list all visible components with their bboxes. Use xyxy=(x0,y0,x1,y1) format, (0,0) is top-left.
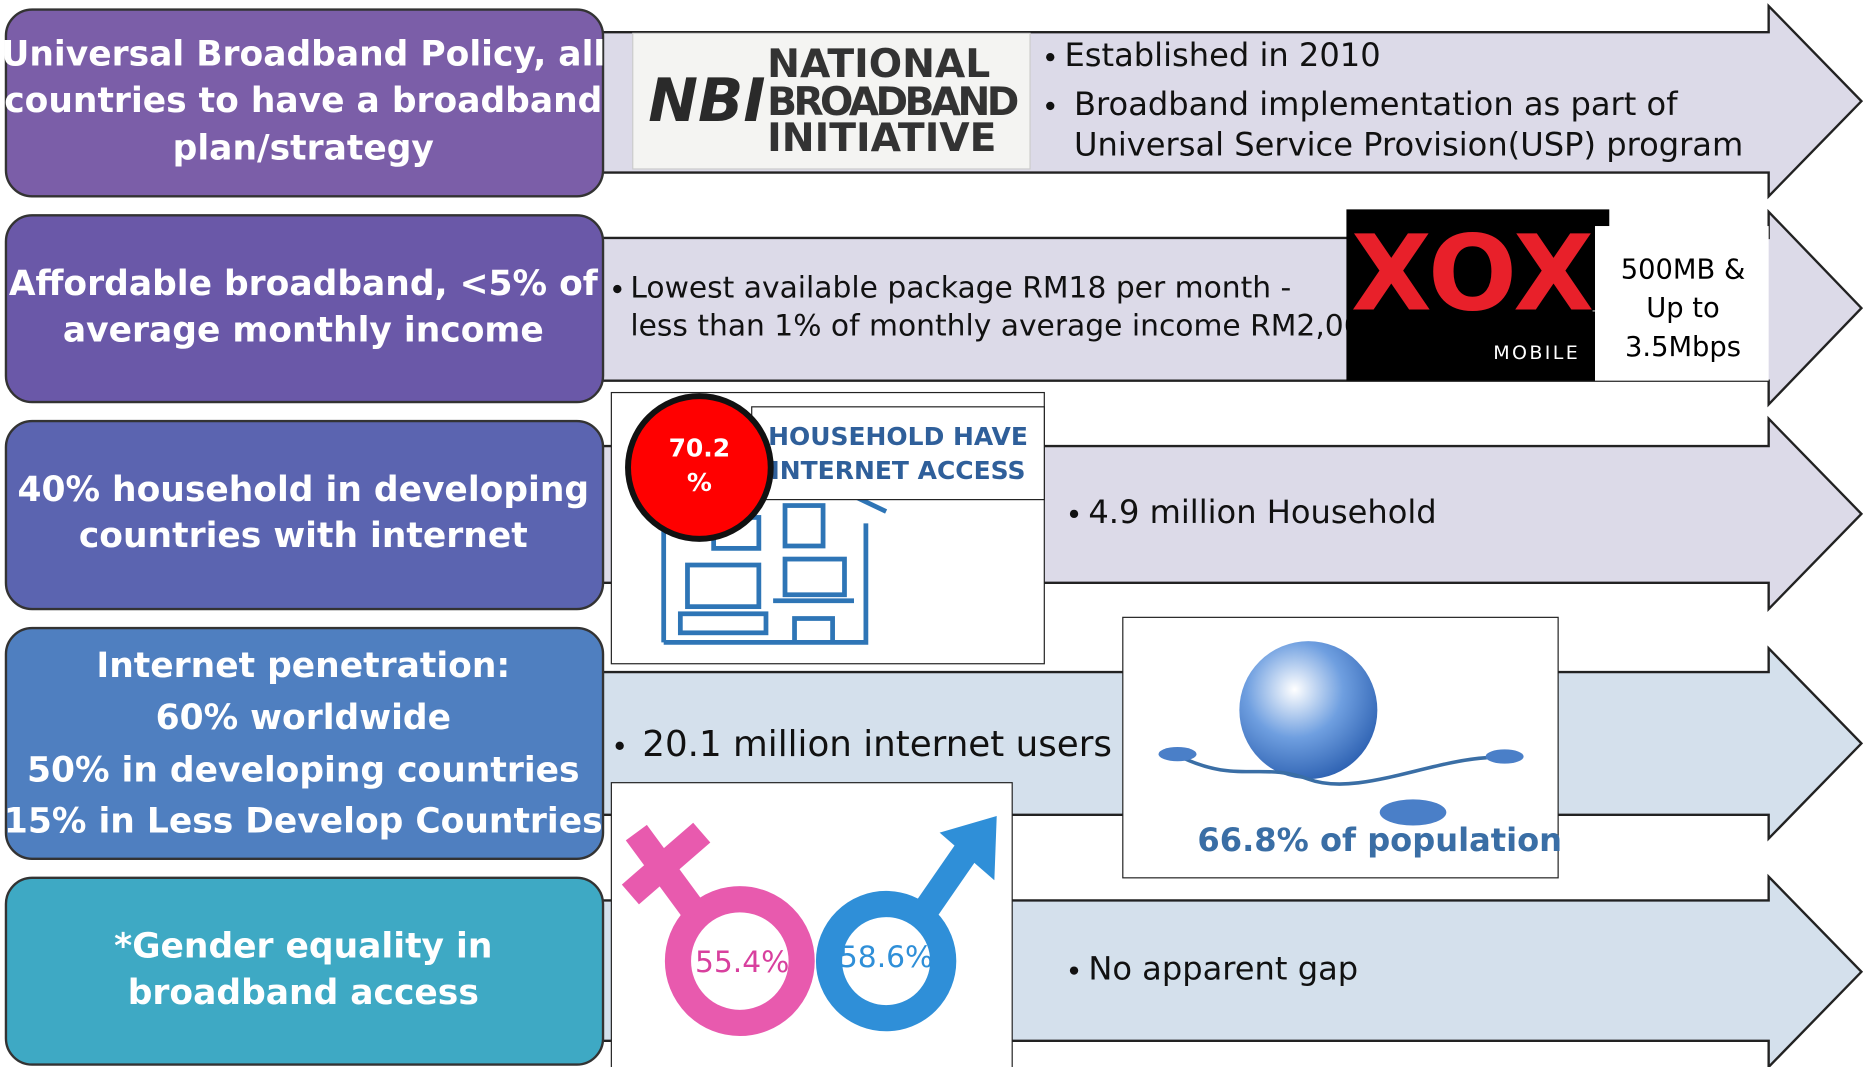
row-label: broadband access xyxy=(128,973,479,1013)
nbi-mark: NBI xyxy=(648,67,765,136)
badge-text: % xyxy=(687,468,712,497)
row-label: Internet penetration: xyxy=(96,646,510,686)
bullet-text: 4.9 million Household xyxy=(1088,493,1436,531)
xox-plan: 3.5Mbps xyxy=(1625,332,1741,363)
nbi-text: BROADBAND xyxy=(767,80,1019,125)
bullet-text: less than 1% of monthly average income R… xyxy=(630,309,1393,344)
bullet-text: Broadband implementation as part of xyxy=(1074,85,1678,123)
bullet-text: Established in 2010 xyxy=(1065,36,1381,74)
row-label: 60% worldwide xyxy=(156,698,451,738)
bullet-text: Universal Service Provision(USP) program xyxy=(1074,125,1743,163)
row-label: 15% in Less Develop Countries xyxy=(4,802,603,842)
household-caption: HOUSEHOLD HAVE xyxy=(768,422,1028,451)
bullet-dot xyxy=(1046,52,1055,62)
row-label-box xyxy=(4,8,605,198)
row-label: countries with internet xyxy=(79,516,528,556)
bullet-dot xyxy=(613,284,622,294)
bullet-dot xyxy=(1069,509,1079,519)
row-label-box xyxy=(4,419,605,611)
xox-plan: 500MB & xyxy=(1621,255,1746,286)
male-value: 58.6% xyxy=(839,940,933,975)
xox-plan: Up to xyxy=(1646,293,1720,324)
row-label: Universal Broadband Policy, all xyxy=(1,34,605,74)
bullet-text: Lowest available package RM18 per month … xyxy=(630,271,1291,306)
row-label-box xyxy=(4,214,605,404)
gender-box xyxy=(610,782,1013,1067)
bullet-text: No apparent gap xyxy=(1088,950,1358,988)
row-label: plan/strategy xyxy=(173,128,434,168)
bullet-dot xyxy=(615,741,624,750)
mouse xyxy=(1158,746,1197,762)
xox-sub: MOBILE xyxy=(1493,342,1580,364)
bullet-dot xyxy=(1069,966,1079,975)
row-label: 40% household in developing xyxy=(18,470,590,510)
xox-logo xyxy=(1346,209,1610,381)
xox-mark: XOX xyxy=(1351,213,1594,335)
bullet-text: 20.1 million internet users xyxy=(642,724,1112,765)
nbi-text: NATIONAL xyxy=(767,42,990,87)
household-caption-box xyxy=(751,406,1045,501)
female-value: 55.4% xyxy=(695,945,789,980)
household-caption: INTERNET ACCESS xyxy=(770,456,1025,485)
male-arrowhead xyxy=(939,815,997,881)
row-label: countries to have a broadband xyxy=(4,81,602,121)
row-label-box xyxy=(4,626,605,860)
nbi-logo xyxy=(632,32,1031,170)
mouse xyxy=(1379,799,1447,826)
row-label: Affordable broadband, <5% of xyxy=(9,264,599,304)
mouse xyxy=(1485,749,1524,764)
globe-caption: 66.8% of population xyxy=(1197,821,1562,859)
badge-text: 70.2 xyxy=(669,434,731,463)
gender-icons xyxy=(621,822,989,1037)
row-label: *Gender equality in xyxy=(114,927,492,967)
row-label: 50% in developing countries xyxy=(27,750,580,790)
row-label-box xyxy=(4,876,605,1066)
bullet-dot xyxy=(1046,101,1055,111)
household-badge xyxy=(625,393,774,542)
cable xyxy=(1176,753,1487,786)
nbi-text: INITIATIVE xyxy=(767,116,996,161)
xox-plan-box xyxy=(1595,226,1769,381)
row-label: average monthly income xyxy=(63,310,544,350)
globe xyxy=(1239,641,1378,780)
